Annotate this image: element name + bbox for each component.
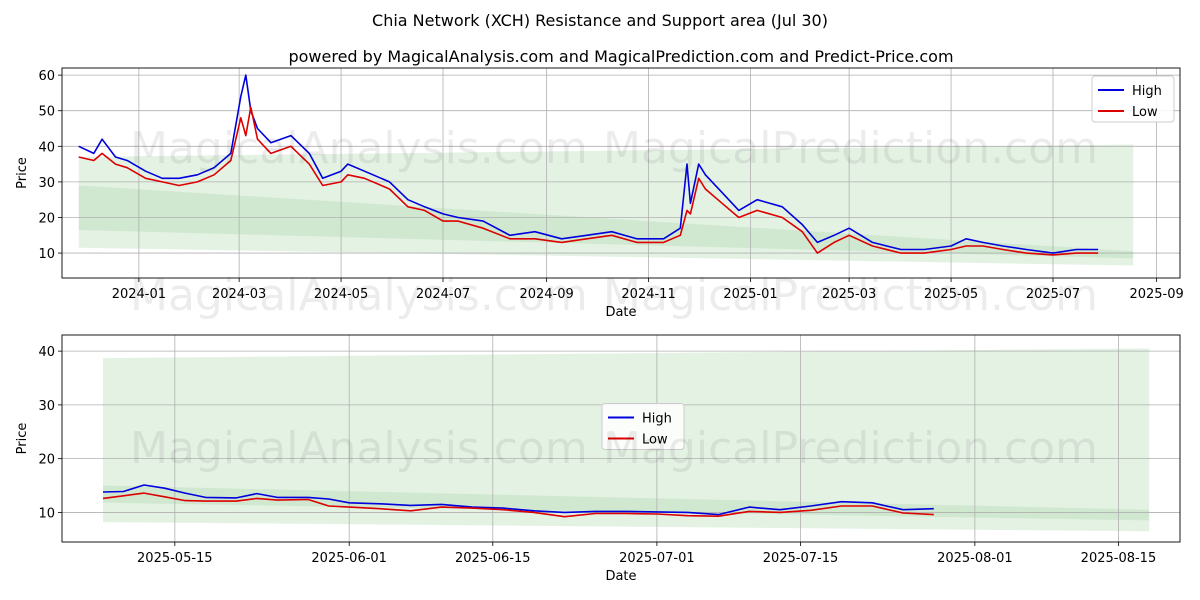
- bottom-panel: 2025-05-15 2025-06-01 2025-06-15 2025-07-01…: [15, 334, 1181, 584]
- legend-label-low: Low: [1132, 105, 1158, 120]
- watermark: MagicalPrediction.com: [603, 423, 1098, 474]
- legend: High Low: [601, 403, 685, 450]
- x-tick-label: 2025-06-15: [455, 551, 531, 566]
- watermark: MagicalPrediction.com: [603, 270, 1098, 321]
- x-tick-label: 2024-07: [416, 287, 470, 302]
- x-tick-label: 2024-09: [519, 287, 573, 302]
- series-line-low: [102, 492, 934, 518]
- x-tick-label: 2025-05-15: [137, 551, 213, 566]
- y-tick-label: 10: [38, 506, 55, 521]
- x-axis-label: Date: [605, 305, 636, 320]
- x-tick-label: 2025-09: [1129, 287, 1183, 302]
- y-tick-label: 10: [38, 247, 55, 262]
- x-axis-label: Date: [605, 569, 636, 584]
- series-line-high: [78, 74, 1099, 254]
- x-tick-label: 2024-05: [314, 287, 368, 302]
- y-tick-label: 30: [38, 176, 55, 191]
- x-tick-label: 2024-03: [212, 287, 266, 302]
- y-tick-label: 50: [38, 105, 55, 120]
- legend-label-high: High: [642, 412, 672, 427]
- chart-subtitle: powered by MagicalAnalysis.com and Magic…: [288, 47, 953, 66]
- y-tick-label: 20: [38, 453, 55, 468]
- x-tick-label: 2025-05: [924, 287, 978, 302]
- x-tick-label: 2024-01: [112, 287, 166, 302]
- x-tick-label: 2024-11: [621, 287, 675, 302]
- watermark: MagicalAnalysis.com: [130, 423, 588, 474]
- y-tick-label: 60: [38, 69, 55, 84]
- axes-frame: [61, 67, 1181, 279]
- y-axis-label: Price: [15, 423, 30, 455]
- x-tick-label: 2025-08-01: [937, 551, 1013, 566]
- x-tick-label: 2025-08-15: [1081, 551, 1157, 566]
- band-0: [78, 144, 1134, 266]
- legend-label-low: Low: [642, 433, 668, 448]
- watermark: MagicalPrediction.com: [603, 123, 1098, 174]
- top-panel: 2024-01 2024-03 2024-05 2024-07 2024-09 2024-…: [15, 67, 1184, 320]
- x-tick-label: 2025-07: [1026, 287, 1080, 302]
- y-tick-label: 20: [38, 211, 55, 226]
- y-tick-label: 40: [38, 345, 55, 360]
- legend: High Low: [1091, 75, 1175, 123]
- x-tick-label: 2025-07-01: [619, 551, 695, 566]
- y-tick-label: 30: [38, 399, 55, 414]
- x-tick-label: 2025-06-01: [311, 551, 387, 566]
- x-tick-label: 2025-07-15: [763, 551, 839, 566]
- legend-label-high: High: [1132, 84, 1162, 99]
- y-axis-label: Price: [15, 157, 30, 189]
- series-line-high: [102, 484, 934, 516]
- band-1: [103, 485, 1150, 521]
- y-tick-label: 40: [38, 140, 55, 155]
- watermark: MagicalAnalysis.com: [130, 123, 588, 174]
- axes-frame: [61, 334, 1181, 543]
- series-line-low: [78, 106, 1099, 256]
- x-tick-label: 2025-03: [822, 287, 876, 302]
- x-tick-label: 2025-01: [723, 287, 777, 302]
- chart-title: Chia Network (XCH) Resistance and Suppor…: [372, 11, 828, 30]
- watermark: MagicalAnalysis.com: [130, 270, 588, 321]
